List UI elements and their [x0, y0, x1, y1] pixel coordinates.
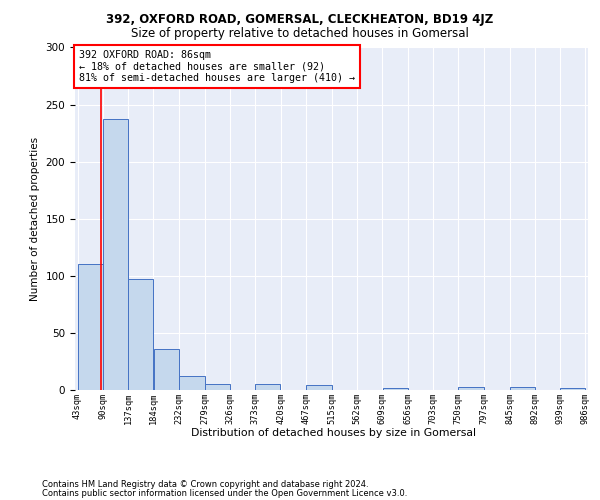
Text: Contains public sector information licensed under the Open Government Licence v3: Contains public sector information licen… [42, 488, 407, 498]
Bar [154, 349, 179, 390]
Text: Size of property relative to detached houses in Gomersal: Size of property relative to detached ho… [131, 28, 469, 40]
Bar [179, 376, 205, 390]
Bar [306, 386, 332, 390]
Bar [128, 280, 154, 390]
Text: Distribution of detached houses by size in Gomersal: Distribution of detached houses by size … [191, 428, 476, 438]
Bar [256, 384, 280, 390]
Bar [509, 386, 535, 390]
Bar [458, 386, 484, 390]
Bar [205, 384, 230, 390]
Bar [77, 264, 103, 390]
Text: 392, OXFORD ROAD, GOMERSAL, CLECKHEATON, BD19 4JZ: 392, OXFORD ROAD, GOMERSAL, CLECKHEATON,… [106, 12, 494, 26]
Bar [103, 120, 128, 390]
Y-axis label: Number of detached properties: Number of detached properties [30, 136, 40, 301]
Text: Contains HM Land Registry data © Crown copyright and database right 2024.: Contains HM Land Registry data © Crown c… [42, 480, 368, 489]
Bar [560, 388, 586, 390]
Text: 392 OXFORD ROAD: 86sqm
← 18% of detached houses are smaller (92)
81% of semi-det: 392 OXFORD ROAD: 86sqm ← 18% of detached… [79, 50, 355, 83]
Bar [383, 388, 407, 390]
